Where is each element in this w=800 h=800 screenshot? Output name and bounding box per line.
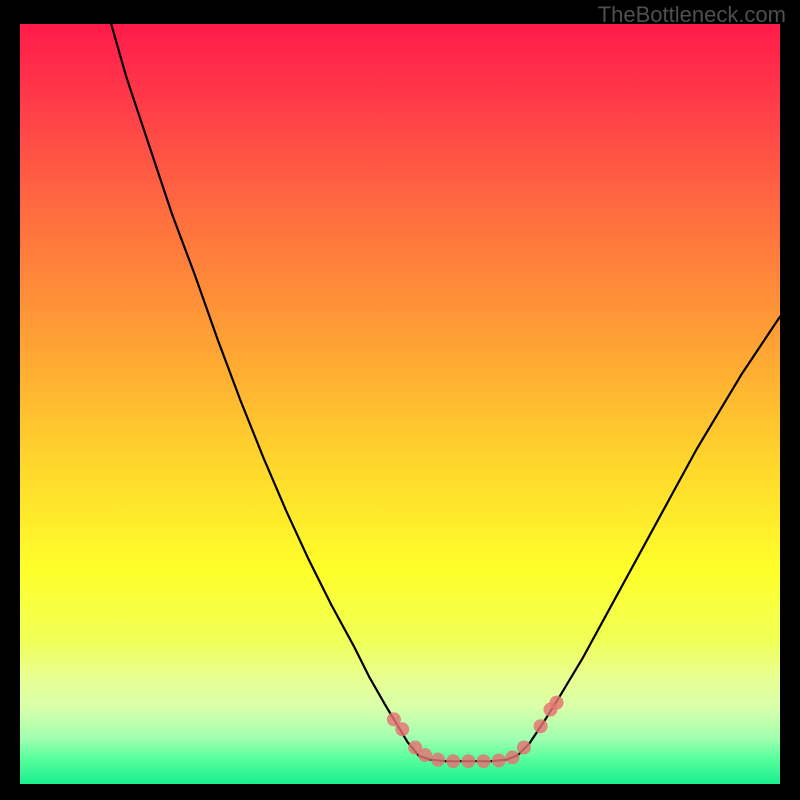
curve-marker [550, 696, 564, 710]
curve-marker [395, 722, 409, 736]
curve-marker [505, 750, 519, 764]
plot-area [20, 24, 780, 784]
curve-marker [517, 741, 531, 755]
curve-overlay [20, 24, 780, 784]
curve-marker [446, 754, 460, 768]
curve-marker [477, 754, 491, 768]
bottleneck-curve [111, 24, 780, 761]
watermark-text: TheBottleneck.com [598, 2, 786, 28]
curve-marker [492, 753, 506, 767]
curve-marker [534, 719, 548, 733]
chart-container: TheBottleneck.com [0, 0, 800, 800]
curve-marker [418, 748, 432, 762]
curve-marker [461, 754, 475, 768]
curve-marker [431, 753, 445, 767]
